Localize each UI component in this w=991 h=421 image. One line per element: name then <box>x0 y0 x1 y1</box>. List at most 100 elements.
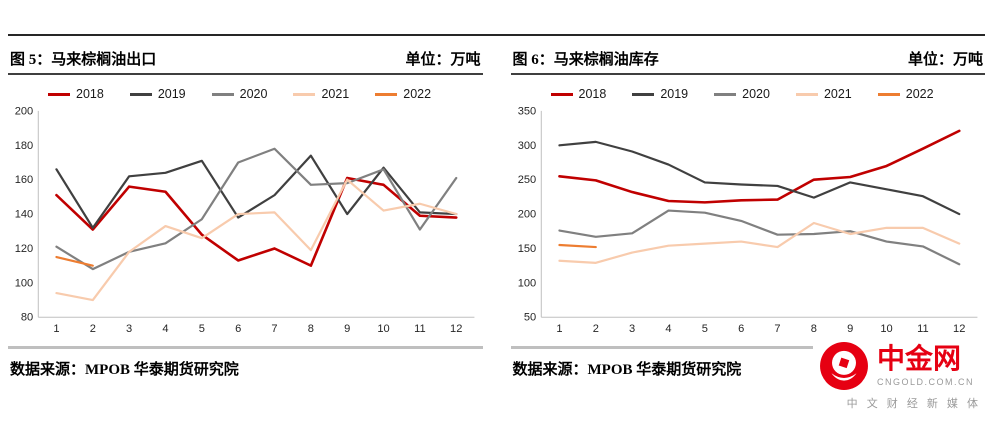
legend-label: 2019 <box>660 87 689 101</box>
y-tick-label: 80 <box>21 312 33 324</box>
x-tick-label: 2 <box>592 323 598 335</box>
legend-label: 2020 <box>239 87 268 101</box>
panel-header: 图 6：马来棕榈油库存 单位：万吨 <box>511 40 986 73</box>
x-tick-label: 7 <box>774 323 780 335</box>
x-tick-label: 8 <box>308 323 314 335</box>
legend-item-2022: 2022 <box>877 87 934 101</box>
y-tick-label: 150 <box>517 243 536 255</box>
x-tick-label: 3 <box>629 323 635 335</box>
x-tick-label: 4 <box>162 323 168 335</box>
x-tick-label: 6 <box>235 323 241 335</box>
legend-item-2021: 2021 <box>795 87 852 101</box>
y-tick-label: 350 <box>517 105 536 117</box>
legend-swatch <box>48 92 70 96</box>
y-tick-label: 180 <box>15 140 34 152</box>
source-note: 数据来源：MPOB 华泰期货研究院 <box>10 362 239 378</box>
brand-tagline: 中 文 财 经 新 媒 体 <box>846 398 981 410</box>
series-line-2022 <box>55 255 94 267</box>
legend-item-2018: 2018 <box>550 87 607 101</box>
legend-swatch <box>293 92 316 96</box>
legend-label: 2018 <box>578 87 607 101</box>
y-tick-label: 300 <box>517 140 536 152</box>
legend-label: 2022 <box>905 87 934 101</box>
chart-panels: 图 5：马来棕榈油出口 单位：万吨 2018 2019 2020 2021 2022 8… <box>8 40 985 379</box>
x-tick-label: 10 <box>377 323 389 335</box>
header-divider <box>8 73 483 75</box>
cngold-watermark: 中金网 CNGOLD.COM.CN 中 文 财 经 新 媒 体 <box>813 338 985 413</box>
series-line-2020 <box>557 209 960 266</box>
chart-panel-inventory: 图 6：马来棕榈油库存 单位：万吨 2018 2019 2020 2021 2022 5… <box>510 40 986 379</box>
x-tick-label: 9 <box>847 323 853 335</box>
legend-item-2018: 2018 <box>48 87 104 101</box>
legend-swatch <box>795 92 818 96</box>
y-tick-label: 50 <box>523 312 535 324</box>
legend-item-2022: 2022 <box>375 87 431 101</box>
y-tick-label: 200 <box>15 105 34 117</box>
x-tick-label: 2 <box>90 323 96 335</box>
legend-item-2020: 2020 <box>714 87 770 101</box>
y-tick-label: 100 <box>15 277 34 289</box>
watermark-text-block: 中金网 CNGOLD.COM.CN <box>877 344 975 387</box>
footer-divider <box>510 346 985 349</box>
series-line-2020 <box>55 147 458 271</box>
legend-swatch <box>714 92 737 96</box>
legend: 2018 2019 2020 2021 2022 <box>8 87 483 101</box>
x-tick-label: 3 <box>126 323 132 335</box>
series-line-2021 <box>557 221 960 264</box>
legend-swatch <box>550 92 573 96</box>
y-tick-label: 100 <box>517 277 536 289</box>
unit-label: 单位：万吨 <box>907 52 983 68</box>
y-tick-label: 250 <box>517 174 536 186</box>
legend-swatch <box>129 92 152 96</box>
series-line-2019 <box>557 140 960 216</box>
x-tick-label: 7 <box>271 323 277 335</box>
series-line-2022 <box>557 243 597 249</box>
series-line-2018 <box>557 129 961 204</box>
x-tick-label: 1 <box>53 323 59 335</box>
legend: 2018 2019 2020 2021 2022 <box>511 87 986 101</box>
legend-swatch <box>211 92 234 96</box>
legend-swatch <box>632 92 655 96</box>
y-tick-label: 140 <box>15 209 34 221</box>
y-tick-label: 200 <box>517 209 536 221</box>
chart-panel-exports: 图 5：马来棕榈油出口 单位：万吨 2018 2019 2020 2021 2022 8… <box>8 40 483 379</box>
y-tick-label: 120 <box>15 243 34 255</box>
legend-label: 2021 <box>321 87 350 101</box>
chart-title: 图 5：马来棕榈油出口 <box>10 52 157 68</box>
series-line-2018 <box>55 176 458 267</box>
legend-item-2021: 2021 <box>293 87 349 101</box>
cngold-logo-icon <box>820 342 868 390</box>
x-tick-label: 10 <box>880 323 892 335</box>
chart-title: 图 6：马来棕榈油库存 <box>512 52 659 68</box>
legend-item-2019: 2019 <box>632 87 688 101</box>
legend-label: 2021 <box>823 87 852 101</box>
series-line-2021 <box>55 178 458 302</box>
watermark-row: 中金网 CNGOLD.COM.CN <box>819 341 983 391</box>
brand-name: 中金网 <box>877 344 962 376</box>
x-tick-label: 11 <box>414 323 426 335</box>
y-tick-label: 160 <box>15 174 34 186</box>
x-tick-label: 11 <box>917 323 929 335</box>
unit-label: 单位：万吨 <box>405 52 481 68</box>
x-tick-label: 6 <box>738 323 744 335</box>
x-tick-label: 12 <box>450 323 462 335</box>
top-divider <box>8 34 985 36</box>
brand-domain: CNGOLD.COM.CN <box>877 376 975 387</box>
series-line-2019 <box>55 154 458 229</box>
x-tick-label: 4 <box>665 323 671 335</box>
legend-item-2019: 2019 <box>129 87 186 101</box>
x-tick-label: 5 <box>701 323 707 335</box>
x-tick-label: 1 <box>556 323 562 335</box>
footer-divider <box>8 346 483 349</box>
legend-item-2020: 2020 <box>211 87 268 101</box>
panel-header: 图 5：马来棕榈油出口 单位：万吨 <box>8 40 483 73</box>
legend-swatch <box>375 92 398 96</box>
legend-label: 2018 <box>76 87 104 101</box>
x-tick-label: 8 <box>810 323 816 335</box>
legend-label: 2020 <box>742 87 770 101</box>
x-tick-label: 5 <box>199 323 205 335</box>
header-divider <box>510 73 985 75</box>
